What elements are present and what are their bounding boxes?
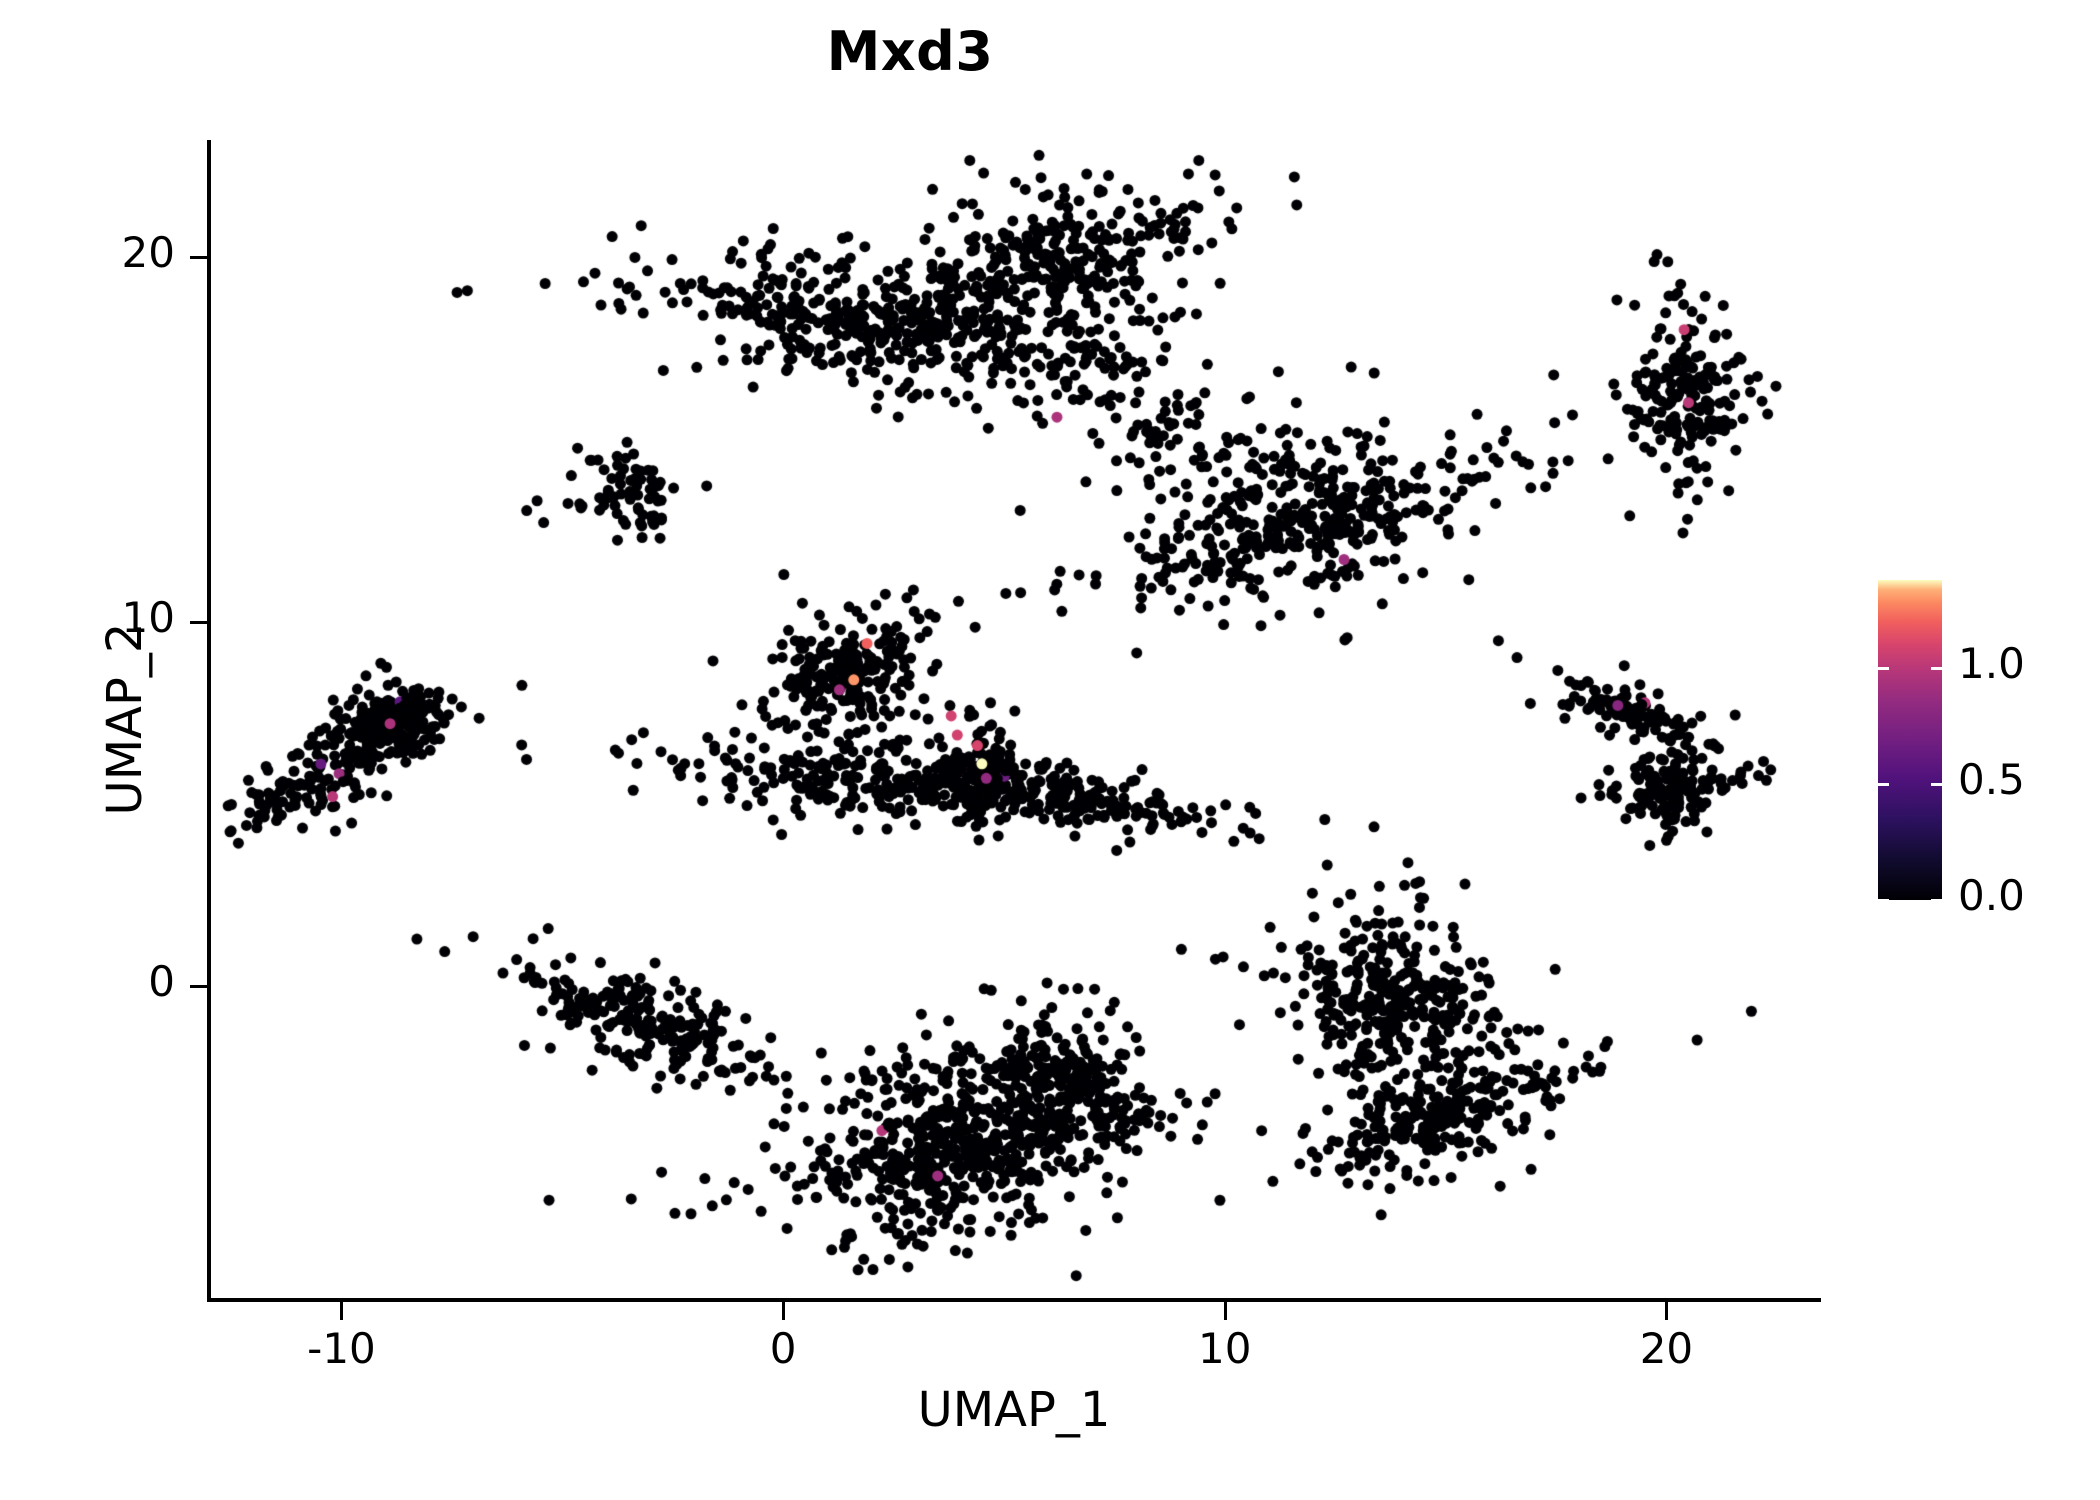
colorbar-tick-mark — [1931, 783, 1942, 787]
x-tick-mark — [782, 1302, 786, 1320]
scatter-points-canvas — [209, 140, 1821, 1300]
y-axis-label: UMAP_2 — [97, 622, 153, 816]
colorbar-tick-label: 0.0 — [1958, 871, 2025, 920]
x-tick-label: 20 — [1639, 1324, 1694, 1373]
colorbar-gradient — [1878, 580, 1942, 900]
y-axis-spine — [207, 140, 211, 1302]
colorbar-tick-mark — [1878, 667, 1889, 671]
colorbar-tick-label: 1.0 — [1958, 639, 2025, 689]
colorbar — [1878, 580, 1942, 902]
x-tick-label: 0 — [769, 1324, 797, 1373]
y-tick-label: 10 — [121, 592, 175, 642]
y-tick-mark — [190, 620, 208, 624]
page-title: Mxd3 — [826, 20, 994, 83]
colorbar-tick-mark — [1878, 783, 1889, 787]
colorbar-tick-mark — [1931, 899, 1942, 902]
y-tick-label: 20 — [121, 227, 175, 277]
x-tick-label: 10 — [1198, 1324, 1252, 1373]
colorbar-tick-mark — [1931, 667, 1942, 671]
y-tick-mark — [190, 985, 208, 989]
colorbar-tick-label: 0.5 — [1958, 755, 2025, 805]
x-axis-spine — [207, 1298, 1821, 1302]
x-tick-label: -10 — [307, 1324, 376, 1373]
plot-area — [209, 140, 1821, 1300]
x-axis-label: UMAP_1 — [917, 1382, 1111, 1438]
y-tick-mark — [190, 255, 208, 259]
y-tick-label: 0 — [148, 957, 175, 1007]
colorbar-tick-mark — [1878, 899, 1889, 902]
x-tick-mark — [340, 1302, 344, 1320]
x-tick-mark — [1223, 1302, 1227, 1320]
x-tick-mark — [1665, 1302, 1669, 1320]
